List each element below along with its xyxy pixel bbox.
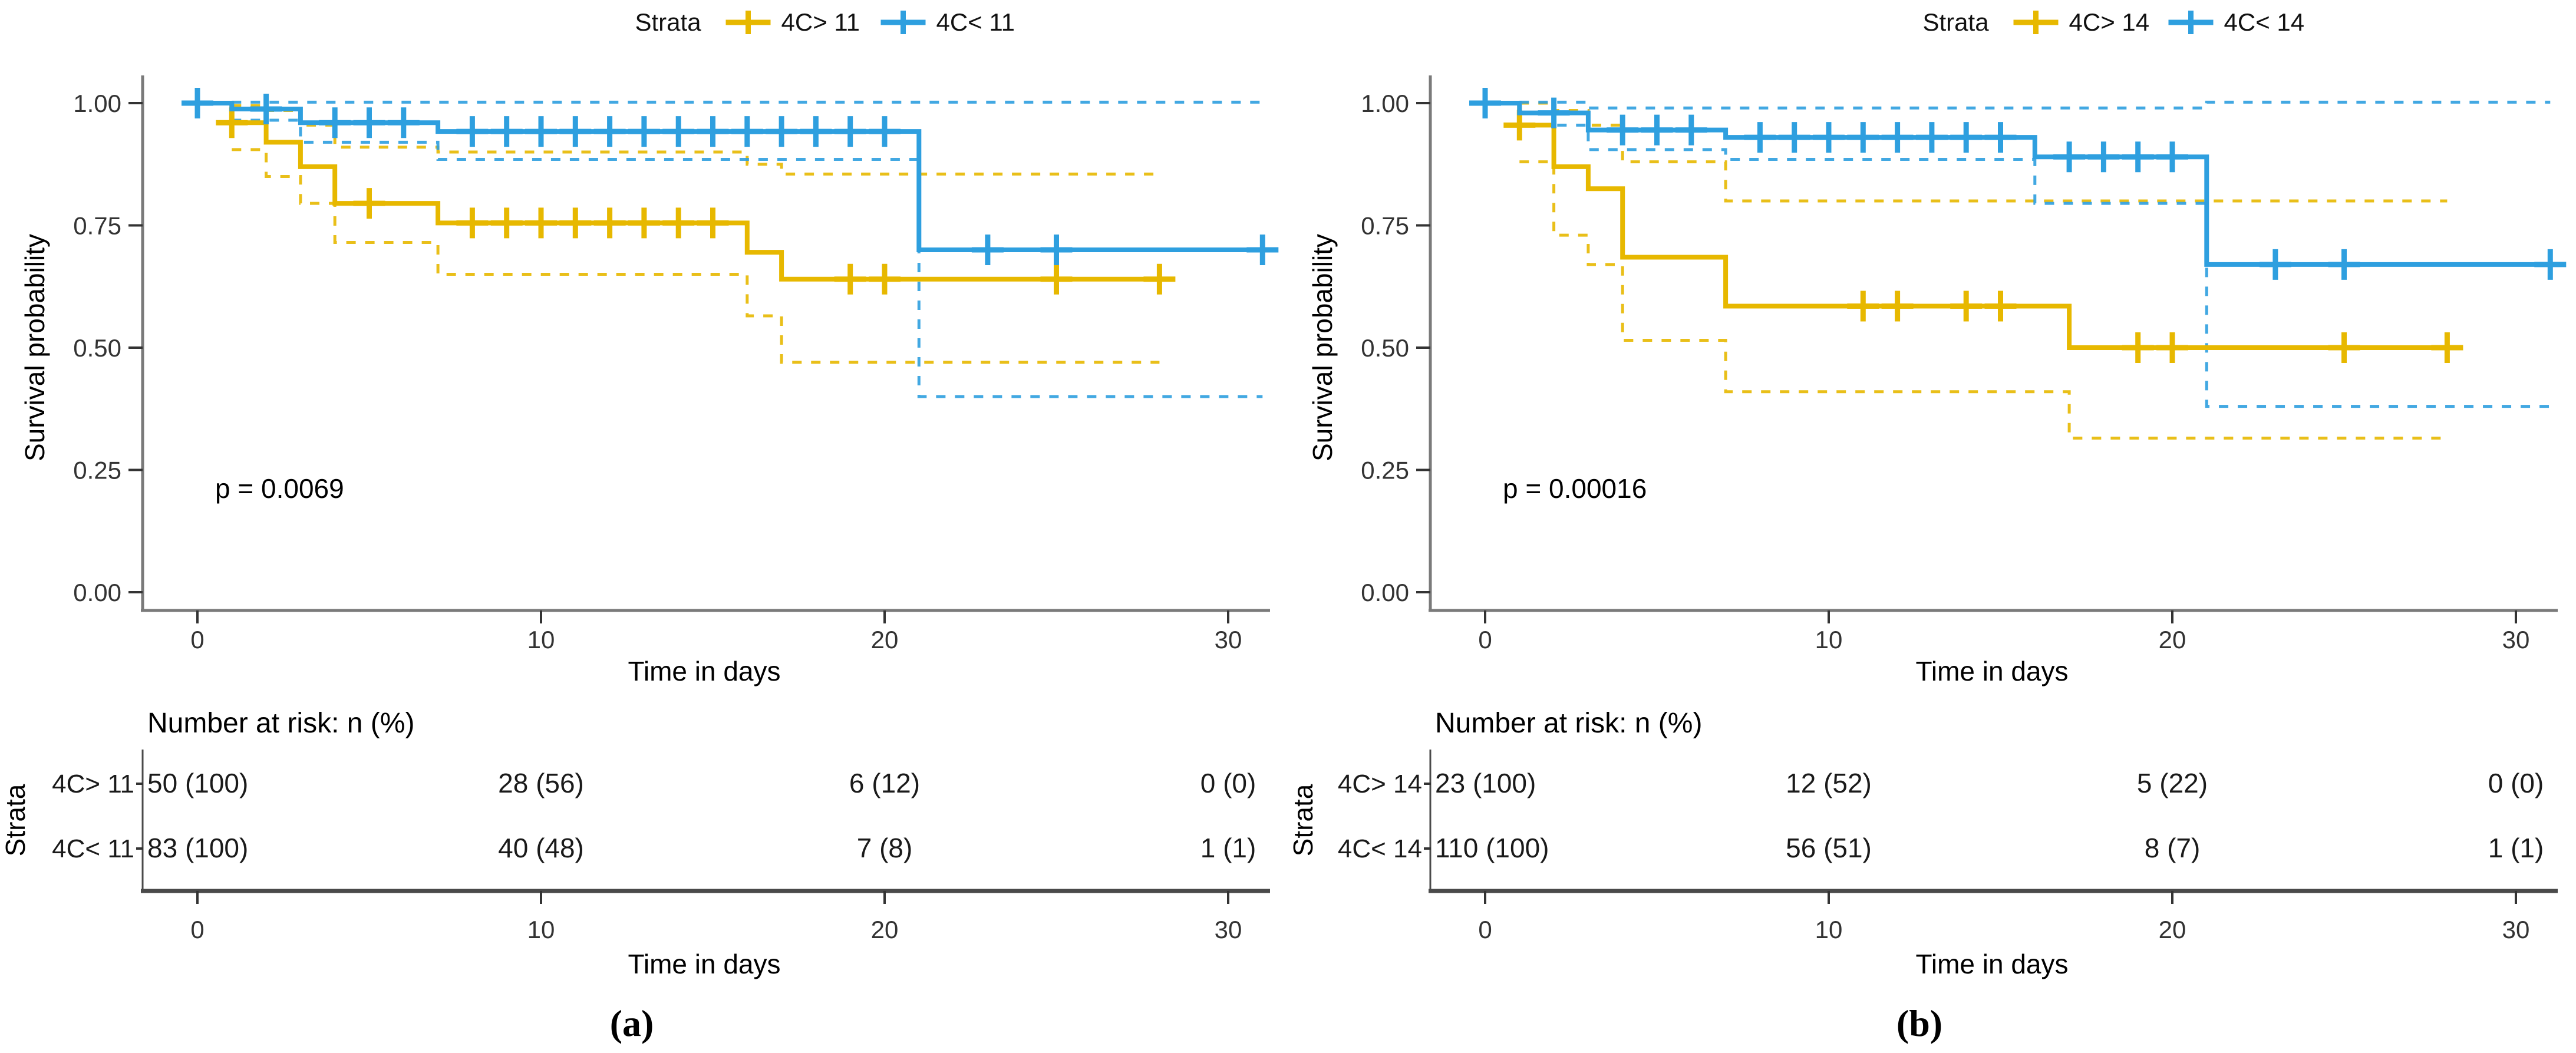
x-tick-label: 10 — [1815, 626, 1843, 653]
x-tick-label: 0 — [190, 626, 204, 653]
risk-count-cell: 1 (1) — [2488, 833, 2544, 863]
y-tick-label: 0.75 — [1361, 212, 1409, 240]
risk-count-cell: 7 (8) — [857, 833, 913, 863]
y-tick-label: 0.25 — [73, 457, 121, 484]
x-tick-label: 20 — [871, 626, 899, 653]
ci-lower-band — [232, 148, 1160, 364]
risk-x-tick-label: 10 — [1815, 916, 1843, 943]
risk-count-cell: 56 (51) — [1786, 833, 1872, 863]
y-tick-label: 0.50 — [1361, 334, 1409, 362]
y-tick-label: 1.00 — [1361, 90, 1409, 117]
risk-row-label: 4C< 14 — [1338, 834, 1422, 863]
risk-row-label: 4C> 14 — [1338, 770, 1422, 798]
risk-count-cell: 110 (100) — [1435, 833, 1549, 863]
risk-table-strata-label: Strata — [0, 784, 31, 856]
risk-table-strata-label: Strata — [1288, 784, 1318, 856]
x-axis-title: Time in days — [628, 656, 780, 686]
panel-b-caption: (b) — [1896, 1002, 1942, 1044]
km-chart-b: 1.00 0.75 0.50 0.25 0.00 0 10 20 30 Time in days S… — [1288, 8, 2567, 979]
risk-count-cell: 83 (100) — [147, 833, 248, 863]
risk-count-cell: 5 (22) — [2137, 768, 2208, 798]
y-axis-title: Survival probability — [1307, 234, 1338, 461]
risk-count-cell: 40 (48) — [498, 833, 584, 863]
survival-curve — [197, 101, 1160, 282]
risk-row-label: 4C< 11 — [52, 834, 134, 863]
y-tick-label: 0.00 — [1361, 579, 1409, 606]
risk-x-tick-label: 0 — [190, 916, 204, 943]
risk-row-label: 4C> 11 — [52, 770, 134, 798]
risk-count-cell: 12 (52) — [1786, 768, 1872, 798]
risk-count-cell: 6 (12) — [849, 768, 920, 798]
legend: Strata 4C> 14 4C< 14 — [1923, 8, 2305, 36]
risk-count-cell: 50 (100) — [147, 768, 248, 798]
p-value-label: p = 0.0069 — [215, 473, 344, 504]
legend-title: Strata — [635, 8, 702, 36]
risk-count-cell: 23 (100) — [1435, 768, 1536, 798]
x-tick-label: 30 — [1215, 626, 1242, 653]
x-axis-title: Time in days — [1915, 656, 2068, 686]
risk-table: Number at risk: n (%) Strata 4C> 14 23 (100… — [1288, 708, 2558, 979]
survival-curve — [1485, 101, 2551, 267]
y-axis-title: Survival probability — [19, 234, 50, 461]
x-tick-label: 30 — [2502, 626, 2530, 653]
x-tick-label: 20 — [2159, 626, 2186, 653]
y-tick-label: 0.25 — [1361, 457, 1409, 484]
risk-x-axis-title: Time in days — [628, 949, 780, 979]
legend: Strata 4C> 11 4C< 11 — [635, 8, 1015, 36]
ci-lower-band — [1519, 160, 2448, 440]
legend-item-label: 4C> 11 — [781, 8, 860, 36]
legend-item-label: 4C< 14 — [2224, 8, 2305, 36]
risk-x-tick-label: 0 — [1478, 916, 1492, 943]
risk-table-title: Number at risk: n (%) — [1435, 708, 1702, 739]
y-tick-label: 0.00 — [73, 579, 121, 606]
km-chart-a: 1.00 0.75 0.50 0.25 0.00 0 10 20 30 Time in days S… — [0, 8, 1279, 979]
ci-upper-band — [1519, 100, 2551, 110]
risk-x-tick-label: 30 — [2502, 916, 2530, 943]
risk-x-tick-label: 30 — [1215, 916, 1242, 943]
km-panel-b: 1.00 0.75 0.50 0.25 0.00 0 10 20 30 Time in days S… — [1288, 8, 2567, 1044]
ci-lower-band — [1519, 123, 2551, 408]
y-tick-label: 1.00 — [73, 90, 121, 117]
risk-x-tick-label: 20 — [2159, 916, 2186, 943]
risk-x-tick-label: 20 — [871, 916, 899, 943]
risk-table-title: Number at risk: n (%) — [147, 708, 414, 739]
risk-table: Number at risk: n (%) Strata 4C> 11 50 (100… — [0, 708, 1270, 979]
risk-x-axis-title: Time in days — [1915, 949, 2068, 979]
panel-a-caption: (a) — [610, 1002, 654, 1044]
risk-count-cell: 8 (7) — [2145, 833, 2201, 863]
x-tick-label: 10 — [527, 626, 555, 653]
km-panel-a: 1.00 0.75 0.50 0.25 0.00 0 10 20 30 Time in days S… — [0, 8, 1279, 1044]
y-tick-label: 0.75 — [73, 212, 121, 240]
risk-count-cell: 28 (56) — [498, 768, 584, 798]
risk-count-cell: 0 (0) — [2488, 768, 2544, 798]
legend-title: Strata — [1923, 8, 1990, 36]
risk-count-cell: 0 (0) — [1200, 768, 1256, 798]
legend-item-label: 4C< 11 — [936, 8, 1015, 36]
risk-count-cell: 1 (1) — [1200, 833, 1256, 863]
legend-item-label: 4C> 14 — [2069, 8, 2150, 36]
p-value-label: p = 0.00016 — [1503, 473, 1647, 504]
y-tick-label: 0.50 — [73, 334, 121, 362]
x-tick-label: 0 — [1478, 626, 1492, 653]
risk-x-tick-label: 10 — [527, 916, 555, 943]
